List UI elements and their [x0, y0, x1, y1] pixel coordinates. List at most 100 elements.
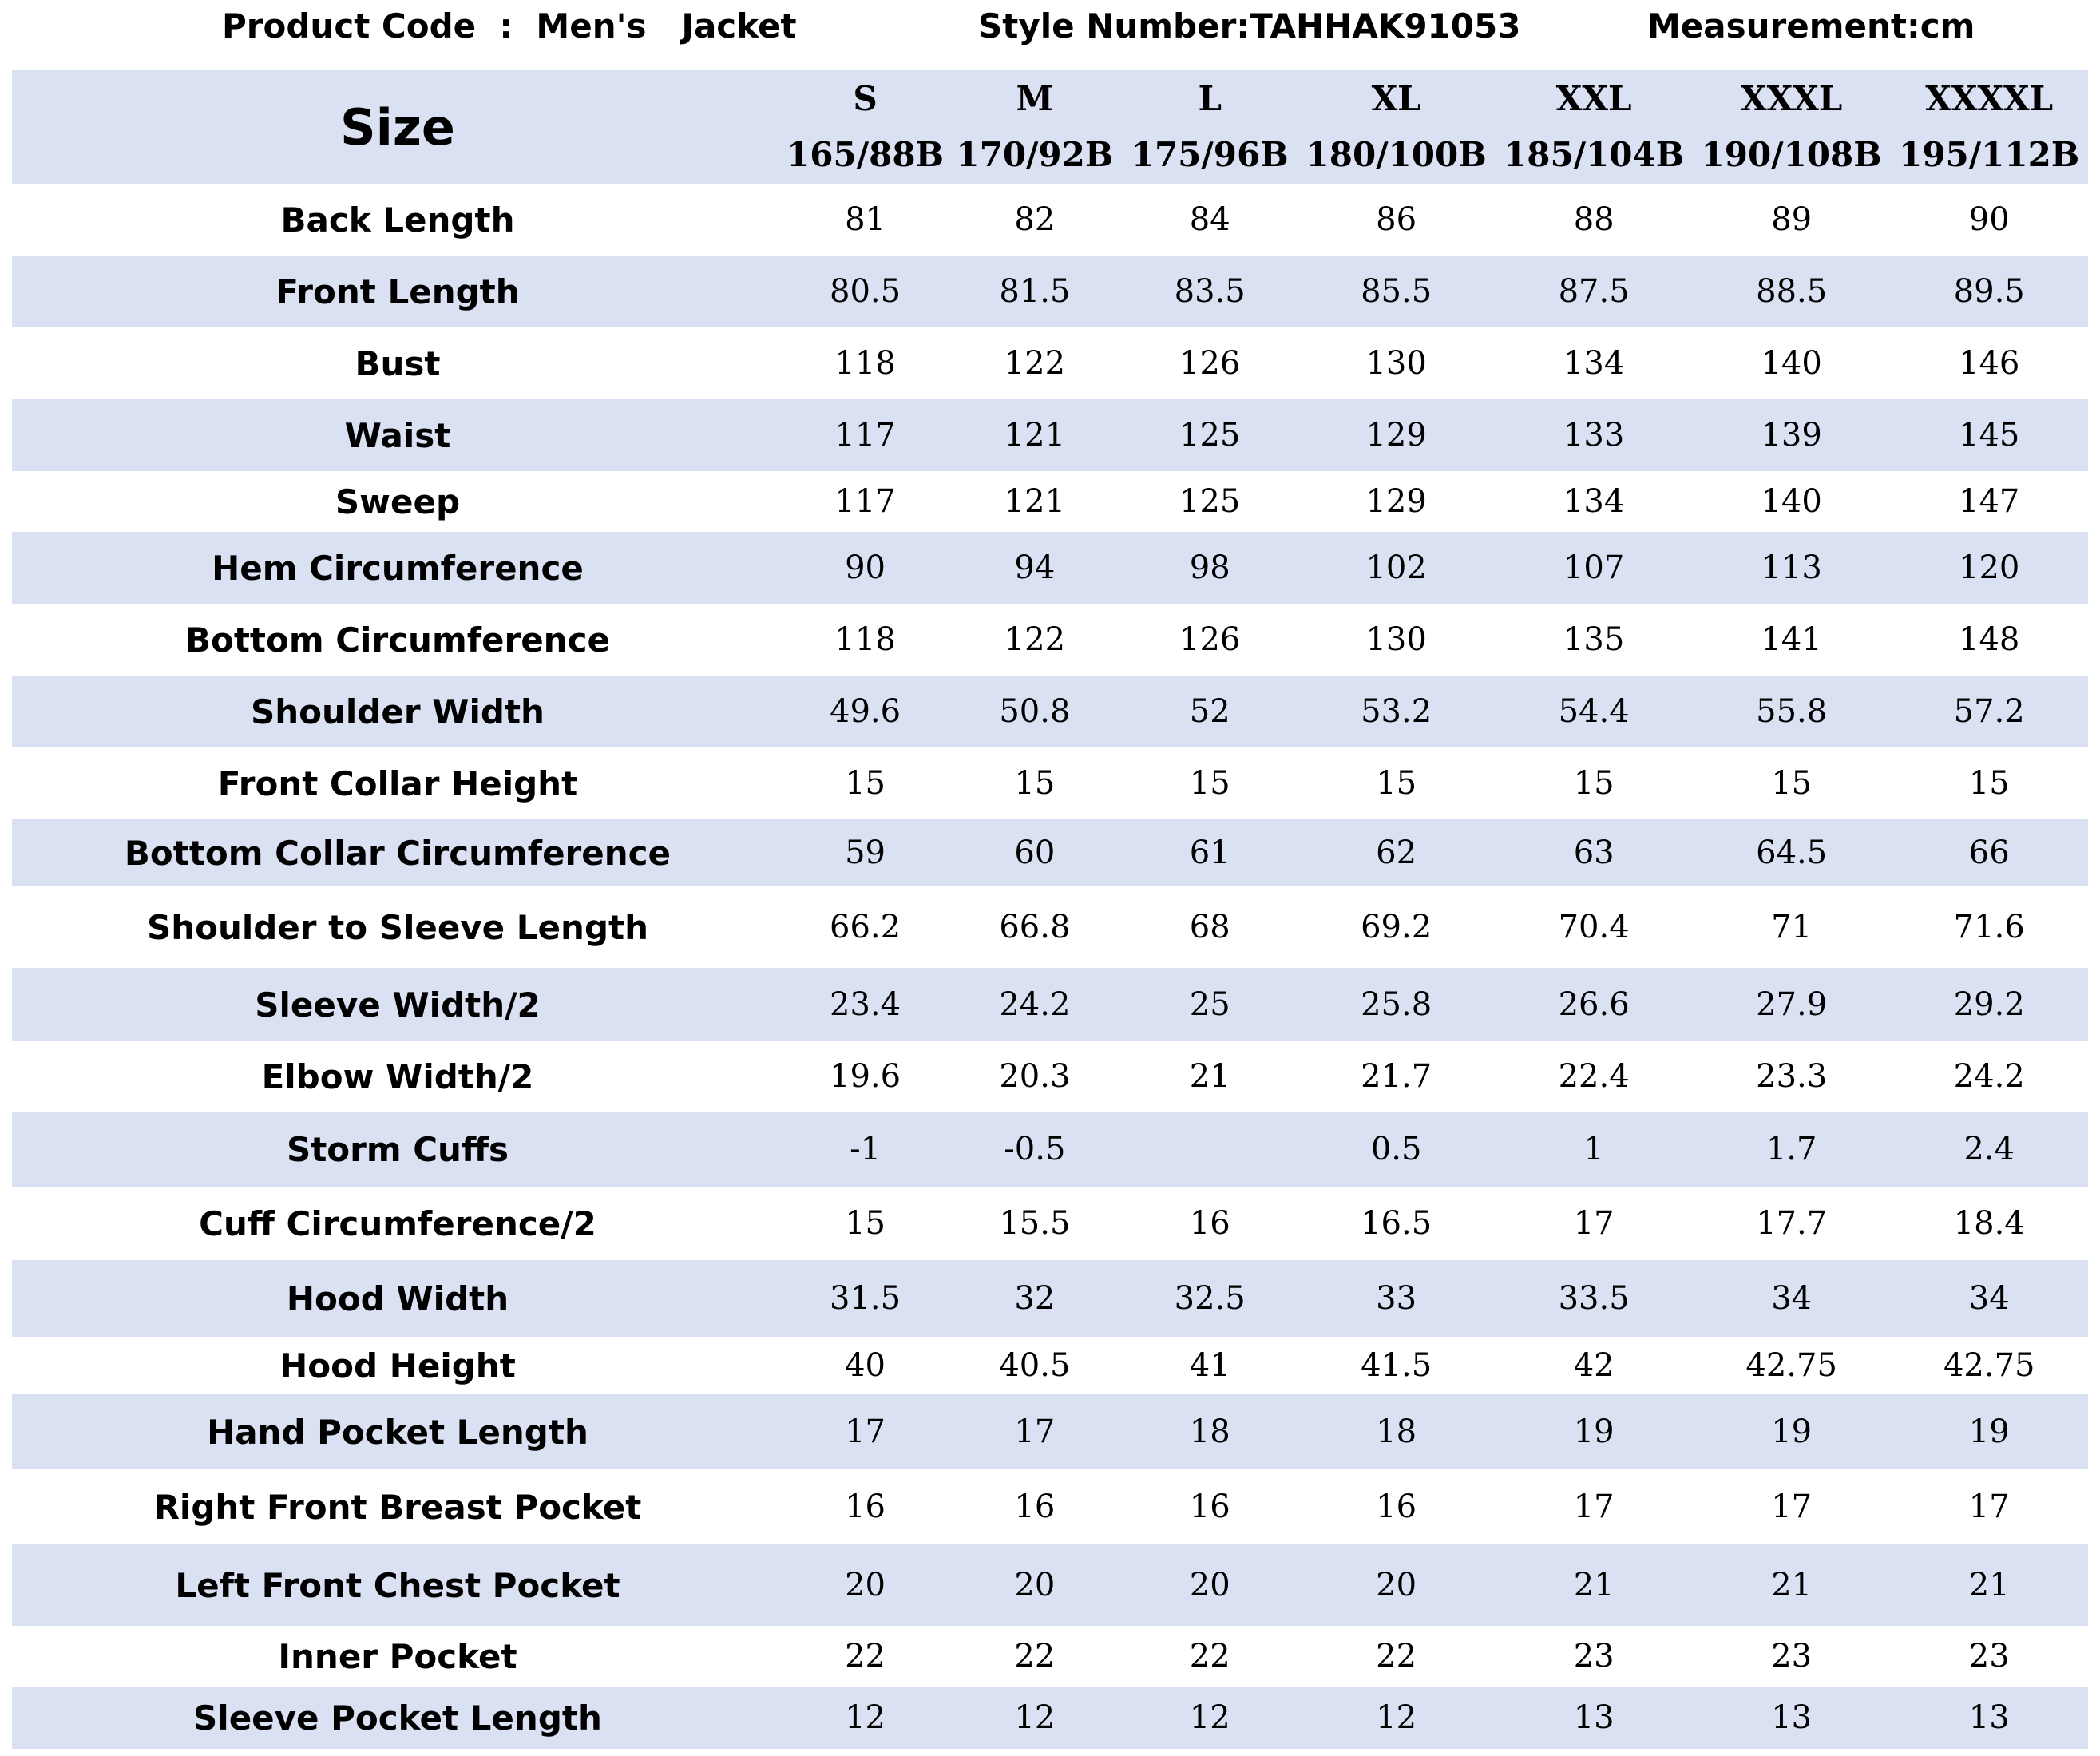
- product-code: Product Code : Men's Jacket: [222, 6, 797, 46]
- table-row: Front Collar Height 15 15 15 15 15 15 15: [12, 747, 2088, 819]
- table-row: Left Front Chest Pocket 20 20 20 20 21 21 21: [12, 1544, 2088, 1626]
- table-row: Back Length 81 82 84 86 88 89 90: [12, 184, 2088, 256]
- measurement-value: 18: [1122, 1394, 1298, 1469]
- size-spec: 190/108B: [1701, 135, 1882, 174]
- measurement-label: Left Front Chest Pocket: [12, 1544, 783, 1626]
- size-spec: 195/112B: [1899, 135, 2080, 174]
- measurement-value: 21.7: [1297, 1041, 1496, 1112]
- measurement-value: 102: [1297, 532, 1496, 604]
- measurement-value: 82: [947, 184, 1123, 256]
- measurement-value: 20.3: [947, 1041, 1123, 1112]
- measurement-value: 130: [1297, 327, 1496, 399]
- measurement-value: 13: [1692, 1687, 1891, 1749]
- measurement-value: 15.5: [947, 1187, 1123, 1260]
- measurement-value: 94: [947, 532, 1123, 604]
- measurement-value: 117: [783, 471, 948, 532]
- measurement-value: 146: [1890, 327, 2088, 399]
- measurement-value: 53.2: [1297, 676, 1496, 747]
- measurement-label: Elbow Width/2: [12, 1041, 783, 1112]
- measurement-value: 16: [1122, 1469, 1298, 1544]
- measurement-value: 122: [947, 327, 1123, 399]
- table-row: Hem Circumference 90 94 98 102 107 113 120: [12, 532, 2088, 604]
- measurement-value: 12: [1297, 1687, 1496, 1749]
- size-header-cell: L 175/96B: [1122, 70, 1298, 184]
- measurement-value: 23: [1495, 1626, 1693, 1687]
- measurement-value: 20: [1297, 1544, 1496, 1626]
- table-row: Sleeve Width/2 23.4 24.2 25 25.8 26.6 27.9 29.2: [12, 968, 2088, 1041]
- measurement-value: 61: [1122, 819, 1298, 886]
- size-spec: 185/104B: [1504, 135, 1685, 174]
- measurement-value: 117: [783, 399, 948, 471]
- measurement-value: 81: [783, 184, 948, 256]
- measurement-label: Bust: [12, 327, 783, 399]
- measurement-value: 15: [1495, 747, 1693, 819]
- measurement-label: Front Length: [12, 256, 783, 327]
- measurement-value: 15: [783, 747, 948, 819]
- measurement-value: 118: [783, 327, 948, 399]
- table-row: Hood Height 40 40.5 41 41.5 42 42.75 42.75: [12, 1337, 2088, 1394]
- measurement-label: Waist: [12, 399, 783, 471]
- table-row: Bottom Collar Circumference 59 60 61 62 63 64.…: [12, 819, 2088, 886]
- table-row: Bust 118 122 126 130 134 140 146: [12, 327, 2088, 399]
- measurement-value: 15: [1122, 747, 1298, 819]
- table-row: Storm Cuffs -1 -0.5 0.5 1 1.7 2.4: [12, 1112, 2088, 1187]
- measurement-value: 21: [1890, 1544, 2088, 1626]
- table-row: Waist 117 121 125 129 133 139 145: [12, 399, 2088, 471]
- measurement-label: Shoulder Width: [12, 676, 783, 747]
- size-column-title: Size: [12, 70, 783, 184]
- measurement-value: 16: [1297, 1469, 1496, 1544]
- measurement-value: 118: [783, 604, 948, 676]
- measurement-value: 121: [947, 471, 1123, 532]
- size-header-cell: XL 180/100B: [1297, 70, 1496, 184]
- measurement-value: 41.5: [1297, 1337, 1496, 1394]
- measurement-value: 12: [783, 1687, 948, 1749]
- measurement-value: 49.6: [783, 676, 948, 747]
- measurement-value: 22: [1297, 1626, 1496, 1687]
- size-spec: 175/96B: [1131, 135, 1289, 174]
- measurement-value: 19.6: [783, 1041, 948, 1112]
- measurement-value: 24.2: [947, 968, 1123, 1041]
- measurement-value: 81.5: [947, 256, 1123, 327]
- measurement-value: 55.8: [1692, 676, 1891, 747]
- measurement-label: Hem Circumference: [12, 532, 783, 604]
- measurement-value: 15: [1692, 747, 1891, 819]
- measurement-value: 19: [1890, 1394, 2088, 1469]
- measurement-value: -0.5: [947, 1112, 1123, 1187]
- measurement-value: 27.9: [1692, 968, 1891, 1041]
- measurement-value: 17: [783, 1394, 948, 1469]
- measurement-value: 32: [947, 1260, 1123, 1337]
- measurement-label: Sleeve Width/2: [12, 968, 783, 1041]
- measurement-label: Right Front Breast Pocket: [12, 1469, 783, 1544]
- size-header-cell: XXXXL 195/112B: [1890, 70, 2088, 184]
- measurement-value: 64.5: [1692, 819, 1891, 886]
- measurement-value: 98: [1122, 532, 1298, 604]
- measurement-value: 31.5: [783, 1260, 948, 1337]
- table-row: Cuff Circumference/2 15 15.5 16 16.5 17 17.7 18…: [12, 1187, 2088, 1260]
- measurement-value: 70.4: [1495, 886, 1693, 968]
- measurement-label: Front Collar Height: [12, 747, 783, 819]
- measurement-value: 135: [1495, 604, 1693, 676]
- measurement-label: Inner Pocket: [12, 1626, 783, 1687]
- chart-header: Product Code : Men's Jacket Style Number…: [0, 0, 2100, 62]
- table-row: Shoulder to Sleeve Length 66.2 66.8 68 69.2 7…: [12, 886, 2088, 968]
- measurement-value: 15: [1297, 747, 1496, 819]
- measurement-value: 17: [1495, 1187, 1693, 1260]
- measurement-value: 52: [1122, 676, 1298, 747]
- measurement-value: 140: [1692, 471, 1891, 532]
- table-row: Bottom Circumference 118 122 126 130 135 141 14…: [12, 604, 2088, 676]
- table-row: Right Front Breast Pocket 16 16 16 16 17 17 17: [12, 1469, 2088, 1544]
- measurement-value: 86: [1297, 184, 1496, 256]
- measurement-value: 62: [1297, 819, 1496, 886]
- measurement-value: 71.6: [1890, 886, 2088, 968]
- measurement-value: 147: [1890, 471, 2088, 532]
- measurement-value: 32.5: [1122, 1260, 1298, 1337]
- measurement-value: 83.5: [1122, 256, 1298, 327]
- table-row: Sweep 117 121 125 129 134 140 147: [12, 471, 2088, 532]
- size-name: M: [1016, 79, 1054, 118]
- measurement-value: 121: [947, 399, 1123, 471]
- measurement-value: 23.3: [1692, 1041, 1891, 1112]
- size-header-cell: XXL 185/104B: [1495, 70, 1693, 184]
- measurement-value: 148: [1890, 604, 2088, 676]
- measurement-label: Hood Width: [12, 1260, 783, 1337]
